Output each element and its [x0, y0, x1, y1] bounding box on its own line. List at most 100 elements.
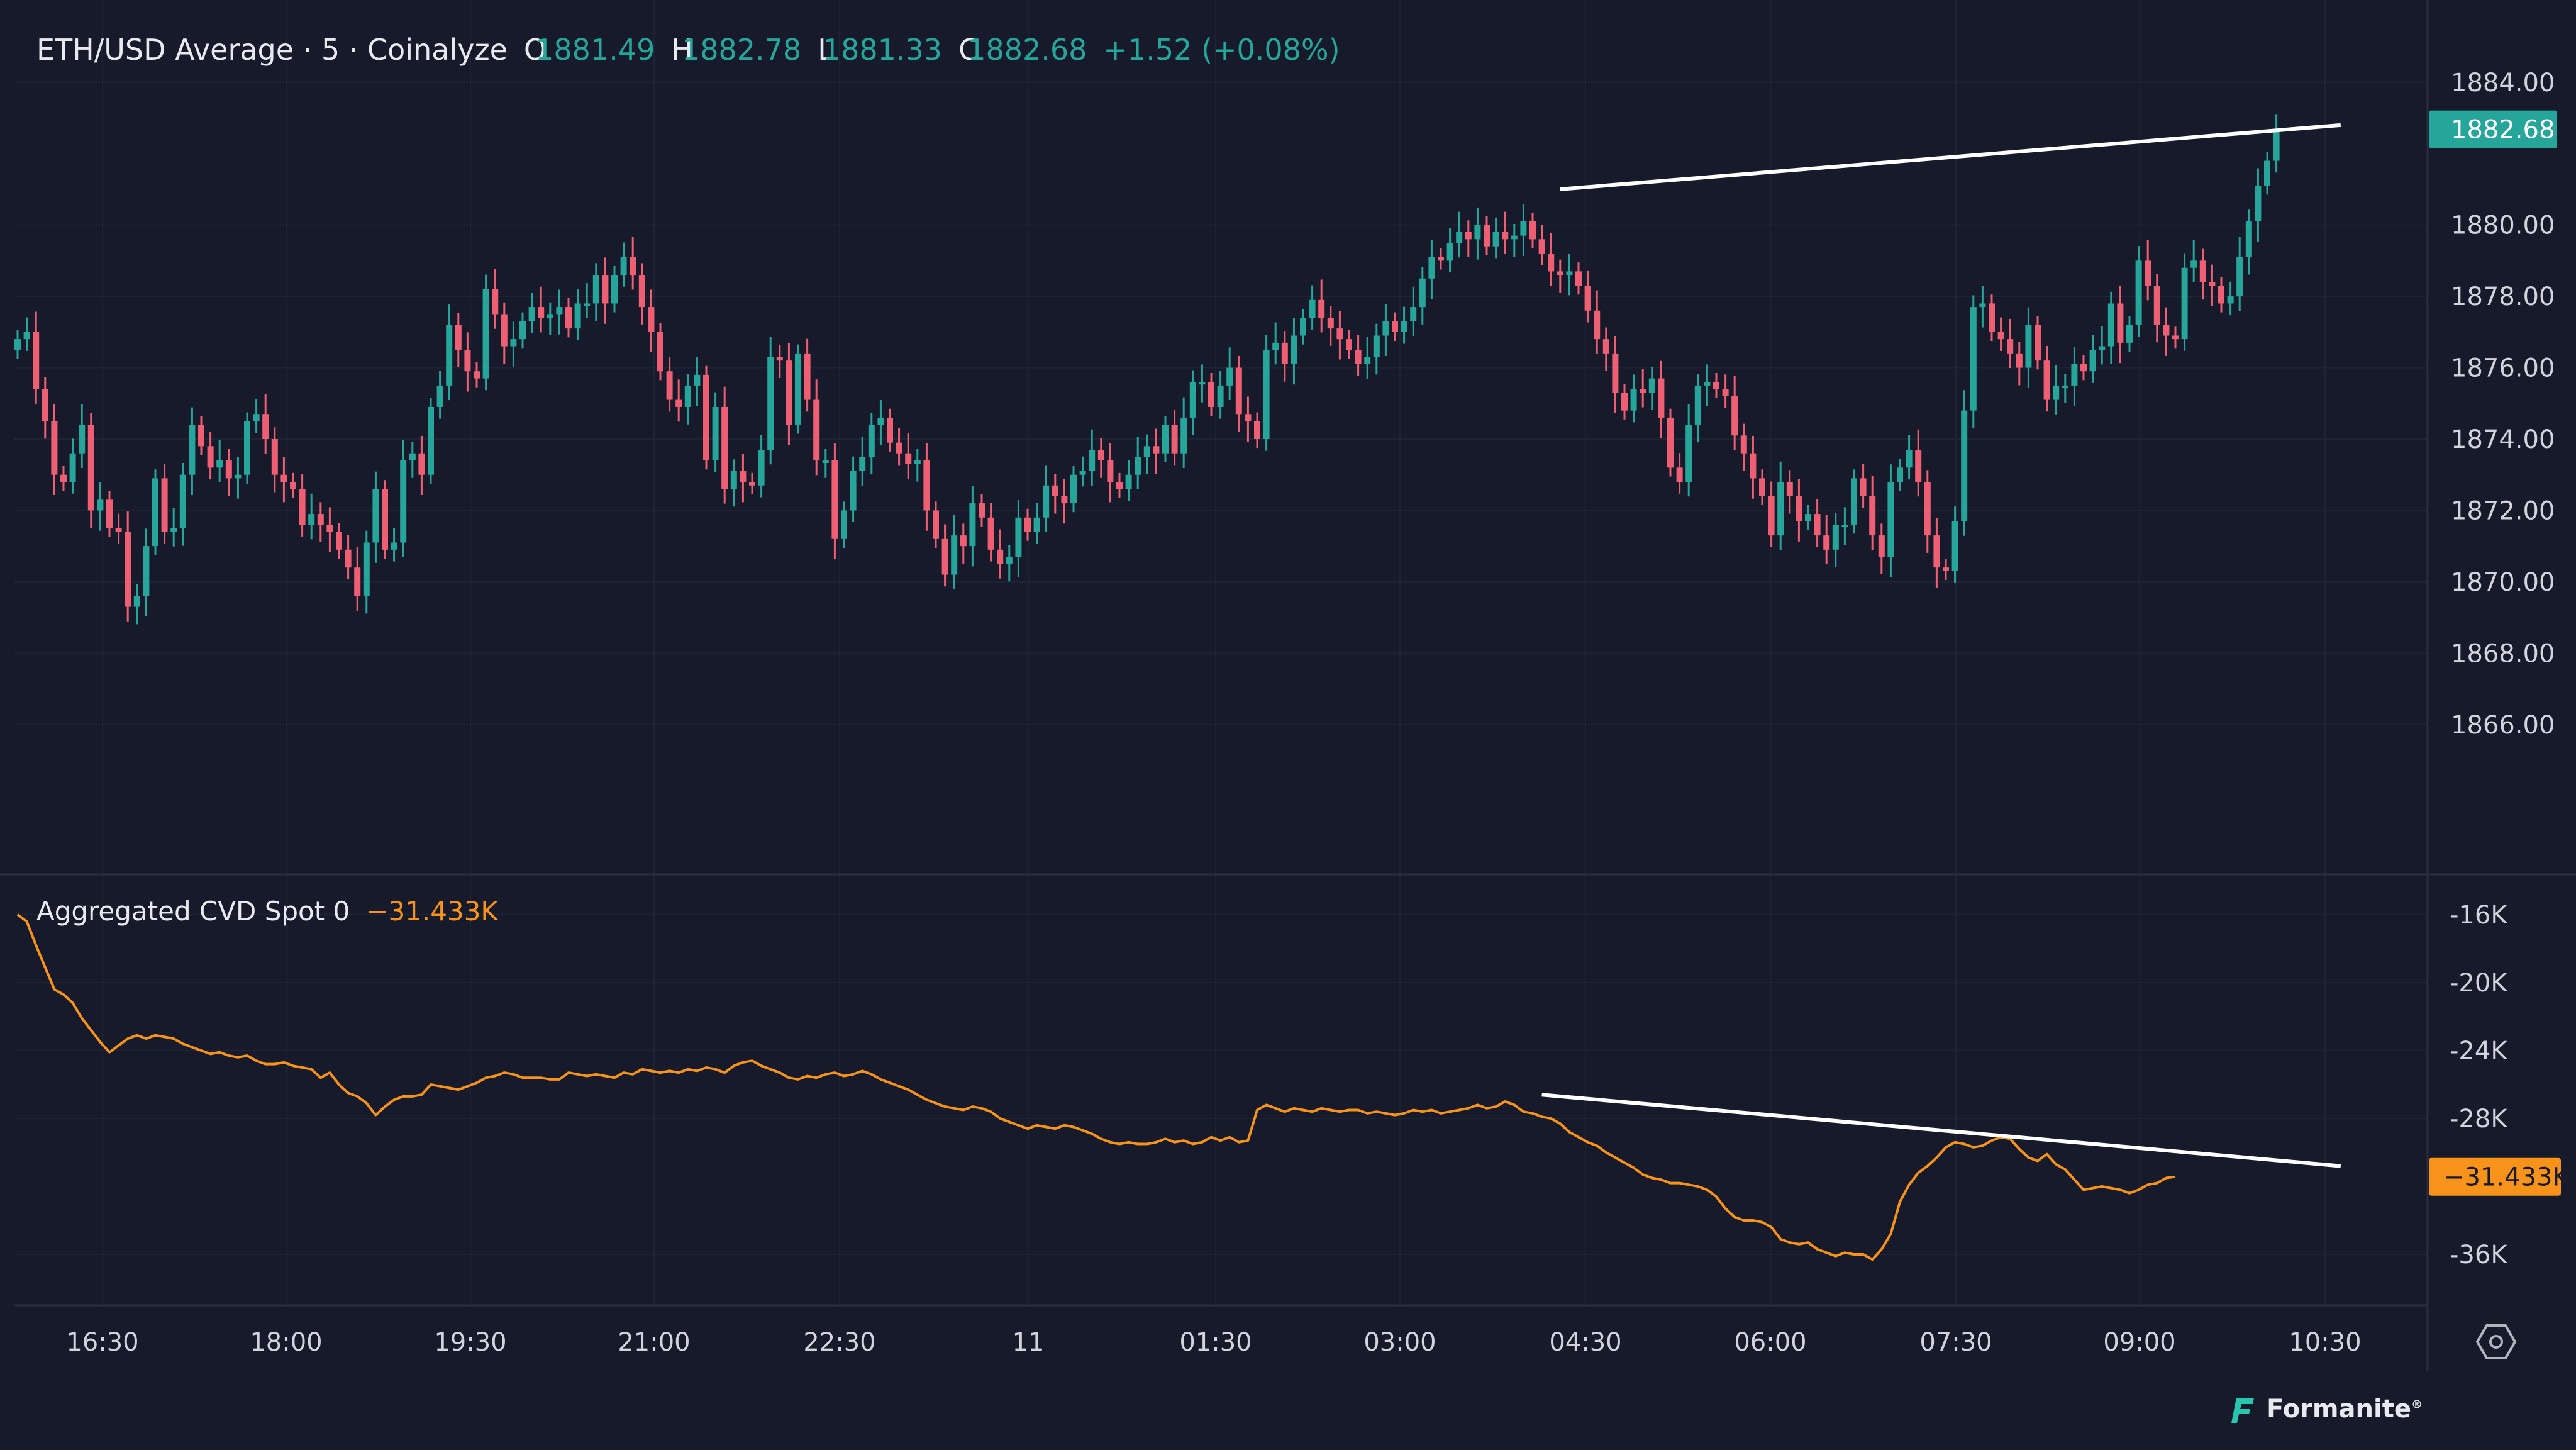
candle-body [2190, 260, 2197, 268]
candle-body [1676, 467, 1683, 482]
candle-body [648, 307, 655, 332]
candle [1685, 404, 1692, 497]
candle [2107, 291, 2114, 364]
candle [602, 257, 609, 324]
price-axis[interactable]: 1884.00 1880.00 1878.00 1876.00 1874.00 1872.… [2429, 69, 2557, 740]
candle-body [923, 460, 930, 511]
price-trendline-segment[interactable] [1560, 123, 2341, 191]
candle-body [1465, 231, 1472, 240]
price-trendline[interactable] [1560, 123, 2341, 191]
price-legend: ETH/USD Average · 5 · Coinalyze O1881.49… [36, 33, 1340, 67]
candle [482, 274, 489, 391]
candle [905, 433, 912, 479]
candle [1208, 373, 1214, 416]
candle [1419, 267, 1426, 325]
price-tick-label: 1874.00 [2451, 425, 2555, 454]
candle-body [464, 350, 471, 372]
formanite-watermark: Formanite® [2223, 1391, 2423, 1427]
candle [749, 472, 755, 494]
candle-body [1291, 335, 1297, 364]
candle [1951, 506, 1958, 583]
candle-body [235, 474, 242, 479]
candle-body [1208, 382, 1214, 407]
candle-body [262, 414, 269, 439]
cvd-trendline[interactable] [1541, 1093, 2341, 1168]
candle-body [1079, 471, 1086, 475]
candle-body [2163, 325, 2170, 336]
candle [850, 456, 857, 523]
candle-body [1602, 339, 1609, 354]
candle [2255, 168, 2262, 242]
candle-body [1272, 342, 1279, 350]
cvd-axis[interactable]: -16K -20K -24K -28K -36K −31.433K [2429, 901, 2570, 1269]
time-tick-label: 11 [1013, 1328, 1045, 1357]
candle-body [2153, 286, 2160, 325]
candle-body [1217, 385, 1224, 407]
cvd-tick-label: -36K [2450, 1241, 2508, 1269]
cvd-trendline-segment[interactable] [1541, 1093, 2341, 1168]
candle [1814, 499, 1821, 547]
candle [1125, 460, 1132, 501]
candle-body [1116, 482, 1123, 489]
candle-body [2117, 303, 2124, 343]
candle [1392, 312, 1398, 341]
candle [299, 474, 306, 537]
candle-body [60, 474, 67, 482]
candle-body [1043, 485, 1050, 518]
candle-body [979, 503, 985, 518]
candle-body [1694, 385, 1701, 425]
candle [584, 283, 591, 318]
candle-body [721, 406, 728, 489]
candle-body [1805, 514, 1811, 521]
candle [923, 443, 930, 531]
candle [960, 523, 967, 564]
candle-body [565, 307, 572, 329]
cvd-indicator-name[interactable]: Aggregated CVD Spot 0 [36, 896, 350, 927]
candle-body [2062, 385, 2068, 388]
candle-body [1364, 357, 1371, 364]
candle-body [2107, 303, 2114, 347]
candle-body [382, 489, 388, 550]
candle [372, 471, 379, 563]
candle [1309, 285, 1316, 330]
candle [2062, 374, 2068, 403]
candle-body [1997, 332, 2004, 340]
candle [1823, 515, 1830, 565]
candle [1869, 476, 1876, 550]
candle-body [501, 314, 508, 347]
candle [712, 392, 719, 472]
candle-body [428, 406, 434, 475]
candle [1979, 286, 1986, 328]
candle [1511, 223, 1518, 257]
candle-body [1097, 450, 1104, 461]
candle [1566, 254, 1573, 296]
candle-body [87, 425, 94, 511]
candle-body [1346, 339, 1352, 350]
candle-body [143, 546, 150, 596]
candle [106, 491, 113, 537]
cvd-tick-label: -20K [2450, 969, 2508, 998]
cvd-polyline [16, 913, 2176, 1261]
settings-gear-icon[interactable] [2475, 1324, 2517, 1359]
cvd-tick-label: -28K [2450, 1105, 2508, 1134]
candle [1410, 286, 1417, 337]
candle-body [1199, 382, 1206, 385]
candle [198, 416, 204, 455]
candle [326, 507, 333, 552]
symbol-title[interactable]: ETH/USD Average · 5 · Coinalyze [36, 33, 508, 67]
candle-body [1254, 421, 1260, 439]
candle-body [2264, 160, 2270, 186]
candle [2153, 274, 2160, 343]
candle [79, 404, 86, 468]
candle-body [97, 499, 104, 511]
candle-body [1860, 478, 1867, 496]
time-axis[interactable]: 16:30 18:00 19:30 21:00 22:30 11 01:30 03:00 04:… [66, 1328, 2361, 1357]
candle [969, 486, 976, 567]
candle [1373, 323, 1380, 375]
candle-body [1474, 225, 1481, 240]
candle-body [675, 399, 682, 407]
candle-body [363, 542, 370, 596]
candle-body [1153, 446, 1160, 454]
close-label: C [958, 33, 979, 67]
